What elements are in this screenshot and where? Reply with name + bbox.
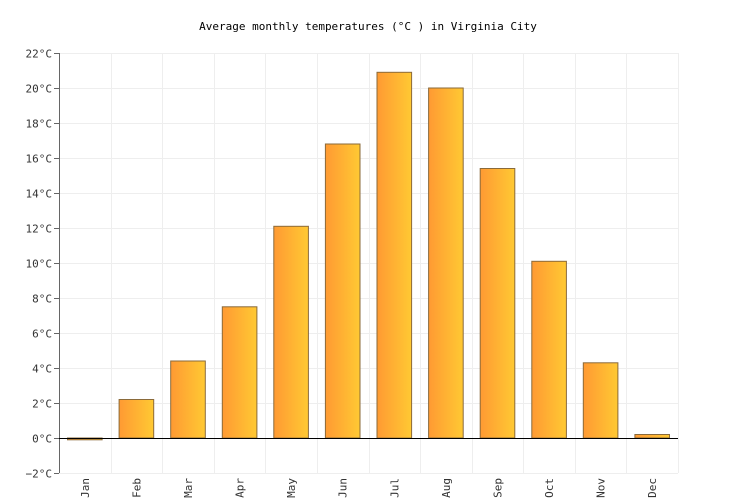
x-tick-label: Nov: [595, 478, 608, 498]
bar-feb: [118, 399, 155, 439]
x-tick-label: May: [285, 478, 298, 498]
bar-jul: [376, 71, 413, 439]
y-tick-label: −2°C: [26, 468, 53, 481]
y-tick-label: 14°C: [26, 188, 53, 201]
y-tick-label: 0°C: [32, 433, 52, 446]
x-tick-labels: Jan Feb Mar Apr May Jun Jul Aug Sep Oct Nov Dec: [79, 478, 659, 498]
bar-sep: [479, 168, 516, 439]
x-tick-label: Oct: [543, 478, 556, 498]
y-tick-label: 16°C: [26, 153, 53, 166]
bar-apr: [221, 306, 258, 439]
bar-jun: [324, 143, 361, 439]
x-tick-label: Aug: [440, 478, 453, 498]
bar-oct: [531, 260, 567, 439]
bars: [67, 71, 671, 441]
y-tick-label: 22°C: [26, 48, 53, 61]
y-tick-label: 6°C: [32, 328, 52, 341]
x-tick-label: Apr: [234, 478, 247, 498]
x-tick-label: Mar: [182, 478, 195, 498]
y-tick-label: 2°C: [32, 398, 52, 411]
y-tick-label: 10°C: [26, 258, 53, 271]
bar-aug: [428, 87, 464, 439]
bar-nov: [582, 362, 619, 439]
y-tick-label: 20°C: [26, 83, 53, 96]
chart-title: Average monthly temperatures (°C ) in Vi…: [199, 20, 537, 33]
axes: [54, 53, 678, 474]
bar-dec: [634, 434, 671, 439]
y-tick-label: 8°C: [32, 293, 52, 306]
x-tick-label: Dec: [646, 478, 659, 498]
x-tick-label: Sep: [492, 478, 505, 498]
bar-mar: [170, 360, 206, 439]
x-tick-label: Jan: [79, 478, 92, 498]
y-tick-labels: −2°C 0°C 2°C 4°C 6°C 8°C 10°C 12°C 14°C 16°C 18°C 2…: [26, 48, 53, 481]
x-tick-label: Feb: [130, 478, 143, 498]
y-tick-label: 4°C: [32, 363, 52, 376]
x-tick-label: Jun: [337, 478, 350, 498]
y-tick-label: 12°C: [26, 223, 53, 236]
bar-may: [273, 225, 309, 439]
y-tick-label: 18°C: [26, 118, 53, 131]
x-tick-label: Jul: [388, 478, 401, 498]
